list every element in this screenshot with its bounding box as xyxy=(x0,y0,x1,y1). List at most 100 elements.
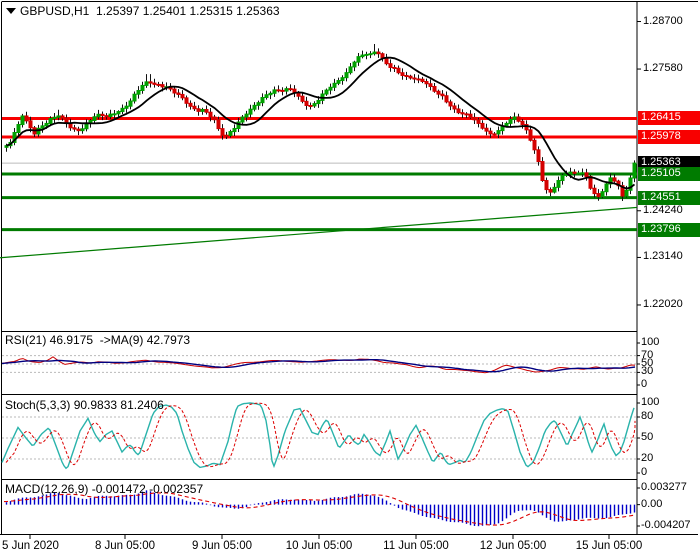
candle-body xyxy=(156,83,161,86)
candle-body xyxy=(532,139,537,151)
candle-body xyxy=(44,122,49,127)
price-axis-support-badge: 1.23796 xyxy=(638,222,700,237)
candle-body xyxy=(336,80,341,84)
candle-body xyxy=(440,93,445,97)
price-axis-close-badge: 1.25363 xyxy=(638,156,700,171)
rsi-indicator-label: RSI(21) 46.9175 ->MA(9) 42.7973 xyxy=(5,333,191,347)
candle-body xyxy=(104,115,109,118)
rsi-scale-label: 50 xyxy=(641,357,654,369)
candle-body xyxy=(80,128,85,132)
candle-body xyxy=(268,92,273,96)
stoch-d-line xyxy=(5,402,636,468)
price-axis-support-badge: 1.24551 xyxy=(638,190,700,205)
price-axis-label: 1.27580 xyxy=(643,62,683,75)
candle-body xyxy=(232,127,237,133)
candle-body xyxy=(272,89,277,94)
candle-body xyxy=(420,78,425,82)
symbol-dropdown-icon[interactable] xyxy=(6,8,16,14)
time-axis-label: 11 Jun 05:00 xyxy=(383,540,449,552)
candle-body xyxy=(472,116,477,121)
price-axis-support-badge: 1.25105 xyxy=(638,167,700,182)
candle-body xyxy=(328,86,333,91)
candle-body xyxy=(600,191,605,198)
candle-body xyxy=(28,120,33,129)
price-axis-label: 1.23140 xyxy=(643,250,683,263)
candle-body xyxy=(568,171,573,175)
candle-body xyxy=(144,81,149,86)
time-axis-label: 10 Jun 05:00 xyxy=(285,540,353,552)
candle-body xyxy=(432,85,437,92)
candle-body xyxy=(312,103,317,107)
candle-body xyxy=(40,125,45,129)
candle-body xyxy=(492,133,497,136)
candle-body xyxy=(408,75,413,79)
candle-body xyxy=(56,115,61,118)
candle-body xyxy=(240,116,245,123)
candle-body xyxy=(476,119,481,124)
moving-average-line xyxy=(6,56,636,190)
candle-body xyxy=(380,53,385,59)
candle-body xyxy=(228,131,233,136)
candle-body xyxy=(100,113,105,117)
candle-body xyxy=(484,127,489,132)
candle-body xyxy=(208,111,213,118)
candle-body xyxy=(300,95,305,102)
candle-body xyxy=(48,118,53,124)
candle-body xyxy=(424,80,429,85)
candle-body xyxy=(596,193,601,198)
candle-body xyxy=(16,124,21,134)
candle-body xyxy=(348,66,353,74)
candle-body xyxy=(76,128,81,132)
price-axis-resistance-badge: 1.26415 xyxy=(638,111,700,126)
candle-body xyxy=(448,101,453,107)
candle-body xyxy=(372,51,377,55)
candle-body xyxy=(316,99,321,105)
price-axis-label: 1.22020 xyxy=(643,297,683,310)
candle-body xyxy=(536,149,541,163)
candle-body xyxy=(560,174,565,182)
candle-body xyxy=(584,172,589,177)
macd-scale-label: 0.003277 xyxy=(641,481,687,493)
candle-body xyxy=(516,116,521,122)
candle-body xyxy=(340,77,345,82)
candle-body xyxy=(288,88,293,91)
rsi-scale-label: 30 xyxy=(641,365,654,378)
candle-body xyxy=(220,128,225,136)
candle-body xyxy=(108,113,113,118)
candle-body xyxy=(132,93,137,102)
candle-body xyxy=(612,177,617,182)
candle-body xyxy=(452,105,457,110)
candle-body xyxy=(148,81,153,84)
time-axis-label: 15 Jun 05:00 xyxy=(575,540,643,552)
candle-body xyxy=(608,177,613,185)
candle-body xyxy=(160,84,165,88)
stoch-scale-label: 50 xyxy=(641,431,654,443)
candle-body xyxy=(392,66,397,69)
candle-body xyxy=(332,82,337,88)
candle-body xyxy=(196,108,201,112)
candle-body xyxy=(180,93,185,99)
candle-body xyxy=(356,56,361,63)
rsi-scale-label: 100 xyxy=(641,336,660,348)
candle-body xyxy=(116,111,121,115)
candle-body xyxy=(464,113,469,116)
candle-body xyxy=(396,67,401,74)
candle-body xyxy=(364,53,369,56)
candle-body xyxy=(548,189,553,193)
candle-body xyxy=(520,120,525,126)
candle-body xyxy=(216,119,221,130)
candle-body xyxy=(412,77,417,80)
candle-body xyxy=(244,113,249,118)
macd-signal-line xyxy=(3,492,635,526)
stoch-scale-label: 100 xyxy=(641,396,660,408)
candle-body xyxy=(344,72,349,79)
candle-body xyxy=(580,172,585,175)
candle-body xyxy=(552,186,557,193)
candle-body xyxy=(200,109,205,112)
candle-body xyxy=(136,89,141,95)
candle-body xyxy=(20,115,25,126)
chart-title: GBPUSD,H1 1.25397 1.25401 1.25315 1.2536… xyxy=(20,4,280,18)
